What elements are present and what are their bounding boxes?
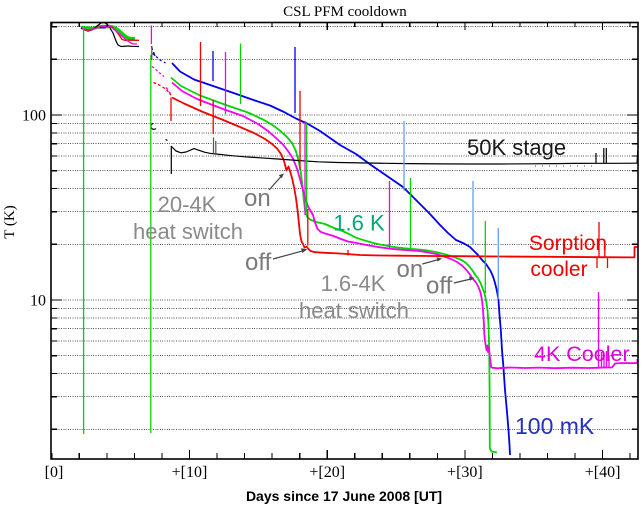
svg-text:20-4K: 20-4K bbox=[158, 192, 217, 217]
svg-text:10: 10 bbox=[30, 293, 46, 310]
svg-text:heat switch: heat switch bbox=[133, 219, 243, 244]
svg-text:CSL PFM cooldown: CSL PFM cooldown bbox=[283, 4, 407, 20]
svg-text:off: off bbox=[245, 249, 272, 276]
svg-text:1.6 K: 1.6 K bbox=[333, 211, 385, 236]
svg-text:heat switch: heat switch bbox=[299, 298, 409, 323]
svg-text:+[10]: +[10] bbox=[172, 464, 208, 481]
svg-text:Sorption: Sorption bbox=[529, 232, 607, 255]
svg-text:4K Cooler: 4K Cooler bbox=[534, 342, 630, 366]
svg-text:Days since 17 June 2008 [UT]: Days since 17 June 2008 [UT] bbox=[246, 488, 442, 504]
svg-text:+[20]: +[20] bbox=[309, 464, 345, 481]
svg-text:off: off bbox=[426, 273, 453, 300]
svg-text:100 mK: 100 mK bbox=[515, 413, 595, 439]
svg-text:cooler: cooler bbox=[530, 258, 587, 281]
svg-text:on: on bbox=[397, 256, 424, 283]
svg-text:[0]: [0] bbox=[45, 464, 64, 481]
svg-text:100: 100 bbox=[22, 108, 46, 125]
svg-text:50K stage: 50K stage bbox=[467, 135, 566, 160]
svg-text:+[40]: +[40] bbox=[585, 464, 621, 481]
svg-text:1.6-4K: 1.6-4K bbox=[321, 271, 386, 296]
svg-text:+[30]: +[30] bbox=[447, 464, 483, 481]
svg-text:T (K): T (K) bbox=[2, 205, 18, 238]
svg-text:on: on bbox=[244, 185, 271, 212]
